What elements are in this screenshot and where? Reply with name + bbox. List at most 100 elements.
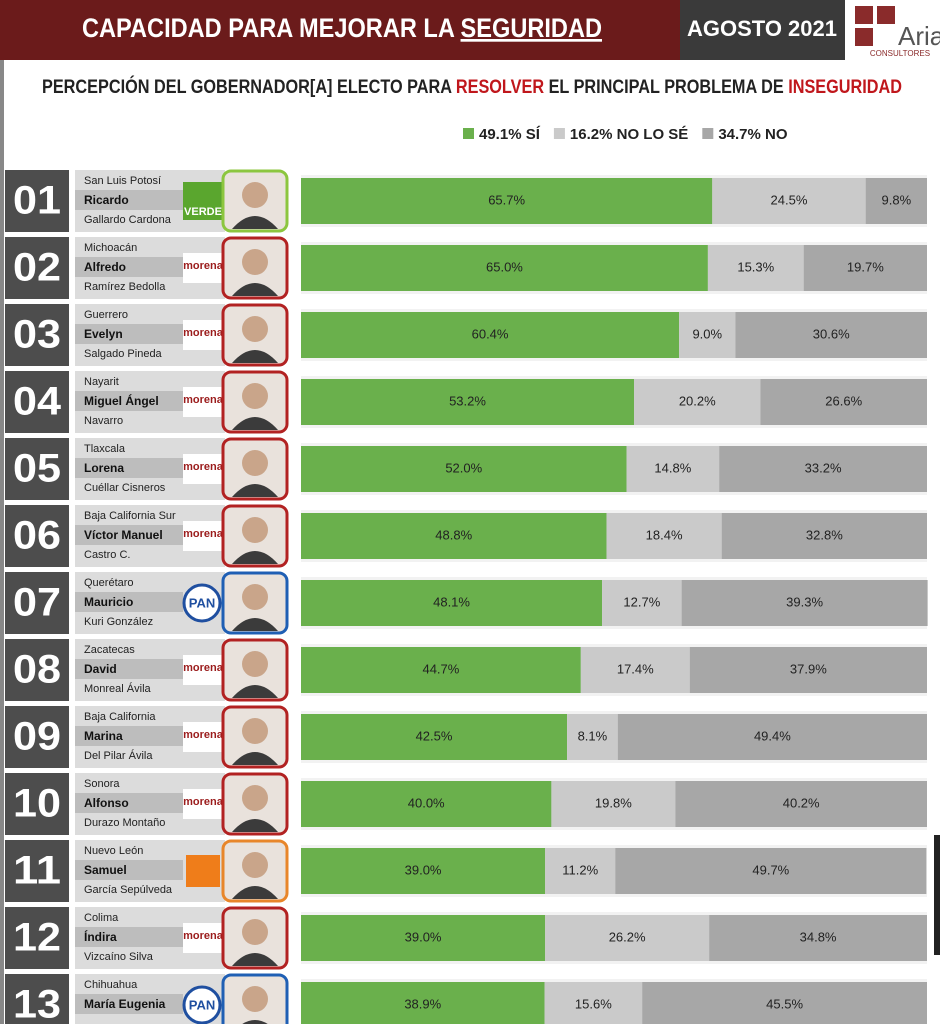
photo-body bbox=[242, 1020, 268, 1024]
data-label: 34.8% bbox=[800, 929, 837, 944]
party-name: morena bbox=[183, 394, 224, 406]
photo-head bbox=[242, 450, 268, 476]
bar-segment bbox=[301, 714, 568, 760]
data-label: 8.1% bbox=[578, 728, 608, 743]
surname: Vizcaíno Silva bbox=[84, 951, 154, 963]
bar-segment bbox=[301, 915, 546, 961]
bar-segment bbox=[301, 982, 545, 1024]
photo-head bbox=[242, 718, 268, 744]
first-name: Miguel Ángel bbox=[84, 393, 159, 408]
photo-head bbox=[242, 383, 268, 409]
legend-total: 16.2% bbox=[570, 126, 613, 143]
data-label: 38.9% bbox=[404, 996, 441, 1011]
photo-body bbox=[232, 685, 278, 698]
label-stripe bbox=[75, 324, 183, 344]
photo-body bbox=[232, 350, 278, 363]
surname: Del Pilar Ávila bbox=[84, 749, 153, 762]
data-label: 40.0% bbox=[408, 795, 445, 810]
bar-segment bbox=[567, 714, 618, 760]
bar-segment bbox=[301, 312, 680, 358]
data-label: 20.2% bbox=[679, 393, 716, 408]
date-box bbox=[680, 0, 845, 60]
party-name: morena bbox=[183, 461, 224, 473]
bar-segment bbox=[544, 982, 643, 1024]
party-logo bbox=[183, 387, 223, 417]
data-label: 49.7% bbox=[752, 862, 789, 877]
party-logo bbox=[183, 722, 223, 752]
chart-subtitle: PERCEPCIÓN DEL GOBERNADOR[A] ELECTO PARA… bbox=[42, 76, 902, 98]
bar-segment bbox=[760, 379, 927, 425]
surname: Salgado Pineda bbox=[84, 348, 163, 360]
rank: 02 bbox=[13, 246, 61, 290]
label-stripe bbox=[75, 793, 183, 813]
party-name: morena bbox=[183, 796, 224, 808]
bar-segment bbox=[803, 245, 927, 291]
first-name: Mauricio bbox=[84, 595, 133, 609]
data-label: 12.7% bbox=[623, 594, 660, 609]
first-name: Marina bbox=[84, 729, 123, 743]
photo-head bbox=[242, 919, 268, 945]
bar-segment bbox=[301, 781, 552, 827]
rank: 07 bbox=[13, 581, 61, 625]
subtitle-part: PERCEPCIÓN DEL GOBERNADOR[A] ELECTO PARA bbox=[42, 76, 456, 98]
party-logo bbox=[183, 320, 223, 350]
label-stripe bbox=[75, 391, 183, 411]
legend-entry: 16.2% NO LO SÉ bbox=[570, 126, 688, 143]
photo-body bbox=[232, 953, 278, 966]
bar-segment bbox=[709, 915, 927, 961]
bar-segment bbox=[681, 580, 928, 626]
bar-segment bbox=[865, 178, 927, 224]
legend-entry: 34.7% NO bbox=[718, 126, 788, 143]
photo-body bbox=[232, 216, 278, 229]
bar-segment bbox=[606, 513, 722, 559]
logo-text: Arias bbox=[898, 21, 940, 51]
photo-head bbox=[242, 517, 268, 543]
rank-box bbox=[5, 706, 69, 768]
surname: Cuéllar Cisneros bbox=[84, 482, 166, 494]
data-label: 65.0% bbox=[486, 259, 523, 274]
first-name: Samuel bbox=[84, 863, 127, 877]
data-label: 39.3% bbox=[786, 594, 823, 609]
data-label: 26.6% bbox=[825, 393, 862, 408]
date: AGOSTO 2021 bbox=[687, 16, 837, 41]
legend-swatch bbox=[463, 128, 474, 139]
rank: 01 bbox=[13, 179, 61, 223]
party-logo bbox=[183, 182, 223, 220]
state: San Luis Potosí bbox=[84, 175, 161, 187]
bar-segment bbox=[545, 915, 710, 961]
first-name: Lorena bbox=[84, 461, 124, 475]
state: Tlaxcala bbox=[84, 443, 126, 455]
label-stripe bbox=[75, 190, 183, 210]
party-name: PAN bbox=[189, 595, 215, 610]
state: Michoacán bbox=[84, 242, 137, 254]
state: Querétaro bbox=[84, 577, 134, 589]
party-logo bbox=[183, 923, 223, 953]
rank: 05 bbox=[13, 447, 61, 491]
photo-head bbox=[242, 316, 268, 342]
subtitle-part: RESOLVER bbox=[456, 77, 544, 98]
state: Nuevo León bbox=[84, 845, 143, 857]
bar-segment bbox=[675, 781, 927, 827]
data-label: 42.5% bbox=[416, 728, 453, 743]
state: Baja California bbox=[84, 711, 156, 723]
label-stripe bbox=[75, 994, 183, 1014]
rank: 12 bbox=[13, 916, 61, 960]
label-stripe bbox=[75, 726, 183, 746]
bar-segment bbox=[626, 446, 720, 492]
data-label: 39.0% bbox=[405, 929, 442, 944]
bar-segment bbox=[580, 647, 690, 693]
state: Chihuahua bbox=[84, 979, 138, 991]
party-logo bbox=[182, 985, 222, 1024]
surname: Monreal Ávila bbox=[84, 682, 152, 695]
data-label: 17.4% bbox=[617, 661, 654, 676]
rank: 06 bbox=[13, 514, 61, 558]
label-stripe bbox=[75, 592, 183, 612]
data-label: 48.1% bbox=[433, 594, 470, 609]
data-label: 48.8% bbox=[435, 527, 472, 542]
data-label: 37.9% bbox=[790, 661, 827, 676]
rank-box bbox=[5, 907, 69, 969]
logo-icon bbox=[855, 28, 873, 46]
state: Sonora bbox=[84, 778, 120, 790]
rank: 08 bbox=[13, 648, 61, 692]
photo-head bbox=[242, 182, 268, 208]
